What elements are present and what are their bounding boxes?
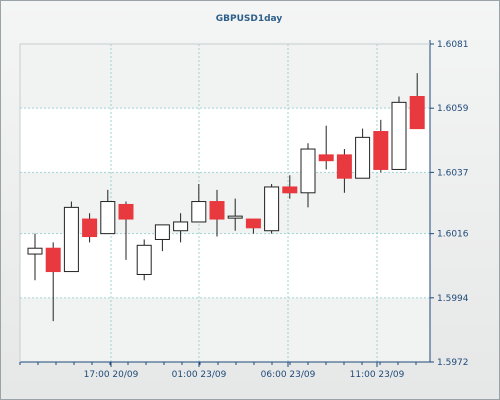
y-tick-label: 1.6059	[437, 104, 469, 114]
candle	[100, 189, 116, 235]
candle-body-down	[336, 154, 352, 179]
grid-lines	[20, 43, 430, 363]
candle	[154, 224, 170, 252]
candle	[282, 175, 298, 199]
candle-body-up	[300, 148, 316, 194]
candle-body-down	[209, 201, 225, 220]
candle-body-up	[191, 201, 207, 223]
candle	[209, 189, 225, 237]
x-tick-label: 17:00 20/09	[84, 370, 139, 380]
candle-body-up	[27, 247, 43, 255]
x-axis: 17:00 20/09 01:00 23/09 06:00 23/09 11:00 2…	[19, 362, 417, 380]
candle-body-down	[82, 218, 98, 238]
candle-body-down	[245, 218, 261, 229]
candle-body-up	[391, 101, 407, 170]
candles	[27, 73, 425, 322]
y-tick-label: 1.5972	[437, 358, 469, 368]
grid-band	[20, 44, 430, 109]
candle	[191, 184, 207, 223]
y-tick-label: 1.6081	[437, 40, 469, 50]
candle-body-down	[45, 247, 61, 273]
candle	[391, 96, 407, 170]
x-tick-label: 11:00 23/09	[350, 370, 405, 380]
candle	[227, 198, 243, 231]
candle	[300, 143, 316, 208]
y-tick-label: 1.6016	[437, 230, 469, 240]
candle	[373, 119, 389, 173]
candle	[118, 201, 134, 260]
candle	[245, 218, 261, 234]
chart-title: GBPUSD1day	[216, 14, 283, 24]
candle-body-down	[373, 131, 389, 170]
candle-body-up	[173, 221, 189, 232]
x-tick-label: 01:00 23/09	[172, 370, 227, 380]
candle	[63, 201, 79, 273]
candle	[318, 125, 334, 170]
candle-body-up	[154, 224, 170, 240]
x-tick-label: 06:00 23/09	[261, 370, 316, 380]
candle-body-up	[100, 201, 116, 235]
candle	[409, 73, 425, 130]
candle-body-down	[409, 96, 425, 130]
grid-band	[20, 297, 430, 362]
candle	[136, 239, 152, 281]
candle-body-up	[136, 244, 152, 275]
grid-band	[20, 172, 430, 234]
candle	[82, 213, 98, 243]
candle-body-up	[264, 186, 280, 232]
candle-body-down	[118, 203, 134, 220]
candle-body-up	[227, 215, 243, 219]
candle-body-down	[282, 186, 298, 194]
candle	[27, 233, 43, 281]
y-axis: 1.6081 1.6059 1.6037 1.6016 1.5994 1.5972	[430, 40, 469, 368]
candle	[336, 149, 352, 193]
candle	[45, 242, 61, 322]
y-tick-label: 1.5994	[437, 294, 469, 304]
candle-body-up	[63, 206, 79, 273]
candle	[355, 128, 371, 179]
candle	[264, 184, 280, 234]
candle-body-up	[355, 136, 371, 179]
candle	[173, 213, 189, 243]
y-tick-label: 1.6037	[437, 168, 469, 178]
candle-body-down	[318, 154, 334, 162]
